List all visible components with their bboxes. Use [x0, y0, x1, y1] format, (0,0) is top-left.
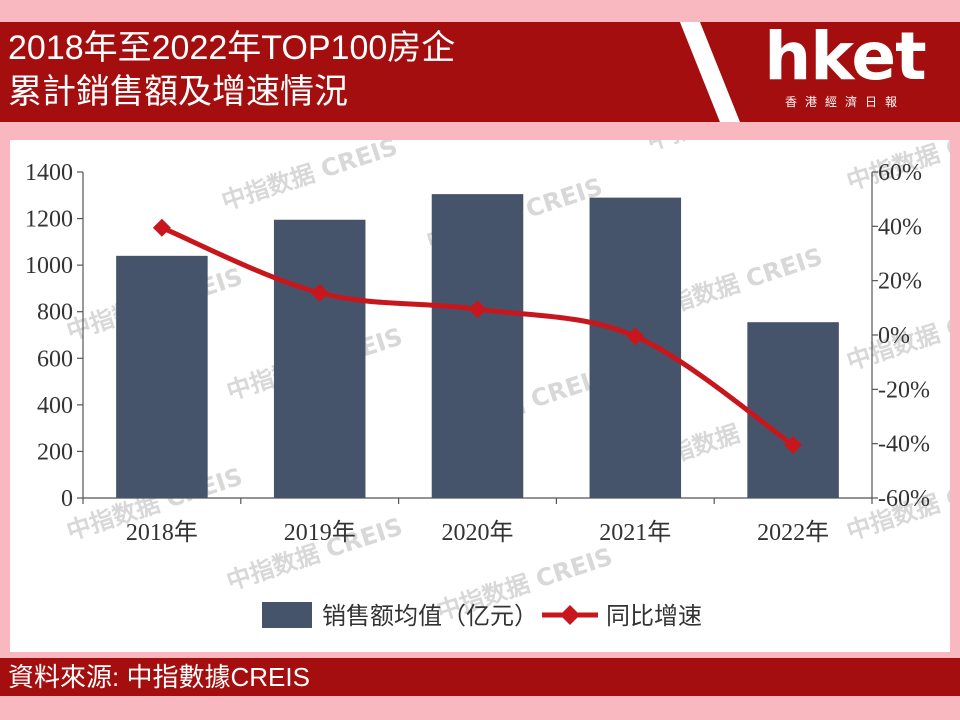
watermark-text: 中指数据 CREIS	[643, 140, 826, 156]
right-tick-label: 40%	[878, 214, 922, 240]
growth-marker-2019	[310, 283, 329, 302]
watermark-text: 中指数据 CREIS	[218, 140, 401, 216]
growth-marker-2021	[626, 327, 645, 346]
left-tick-label: 1200	[25, 207, 73, 233]
x-tick-label: 2022年	[757, 519, 829, 546]
right-tick-label: 20%	[878, 269, 922, 295]
left-tick-label: 600	[37, 346, 73, 372]
left-tick-label: 400	[37, 393, 73, 419]
right-tick-label: -20%	[878, 377, 930, 403]
growth-marker-2020	[468, 300, 487, 319]
bar-2021	[589, 197, 682, 498]
logo-text: hket	[764, 18, 926, 95]
page-title: 2018年至2022年TOP100房企 累計銷售額及增速情況	[8, 26, 455, 114]
x-tick-label: 2019年	[284, 519, 356, 546]
growth-marker-2022	[784, 436, 803, 455]
x-tick-label: 2021年	[599, 519, 671, 546]
right-tick-label: 0%	[878, 323, 910, 349]
bar-2020	[431, 194, 524, 498]
legend-line-label: 同比增速	[606, 602, 702, 630]
right-tick-label: -40%	[878, 432, 930, 458]
x-tick-label: 2018年	[126, 519, 198, 546]
logo-subtitle: 香港經濟日報	[784, 95, 905, 109]
left-tick-label: 0	[61, 486, 73, 512]
header-banner: 2018年至2022年TOP100房企 累計銷售額及增速情況 hket 香港經濟…	[0, 22, 960, 122]
source-note: 資料來源: 中指數據CREIS	[8, 662, 310, 692]
header-bar-shape	[0, 22, 960, 122]
growth-marker-2018	[152, 218, 171, 237]
bar-2018	[116, 255, 208, 498]
title-line-1: 2018年至2022年TOP100房企	[8, 29, 456, 67]
left-tick-label: 800	[37, 300, 73, 326]
footer-bar: 資料來源: 中指數據CREIS	[0, 658, 960, 696]
legend-bar-swatch	[262, 602, 312, 628]
right-tick-label: -60%	[878, 486, 930, 512]
left-tick-label: 1000	[25, 253, 73, 279]
x-tick-label: 2020年	[442, 519, 514, 546]
legend-bar-label: 销售额均值（亿元）	[322, 602, 538, 630]
bar-2022	[747, 322, 839, 498]
left-tick-label: 1400	[25, 160, 73, 186]
right-tick-label: 60%	[878, 160, 922, 186]
bar-2019	[273, 219, 366, 498]
legend-line-marker	[560, 605, 580, 625]
watermark-text: 中指数据 CREIS	[63, 140, 246, 146]
hket-logo: hket 香港經濟日報	[740, 22, 950, 122]
title-line-2: 累計銷售額及增速情況	[8, 73, 348, 111]
left-tick-label: 200	[37, 439, 73, 465]
